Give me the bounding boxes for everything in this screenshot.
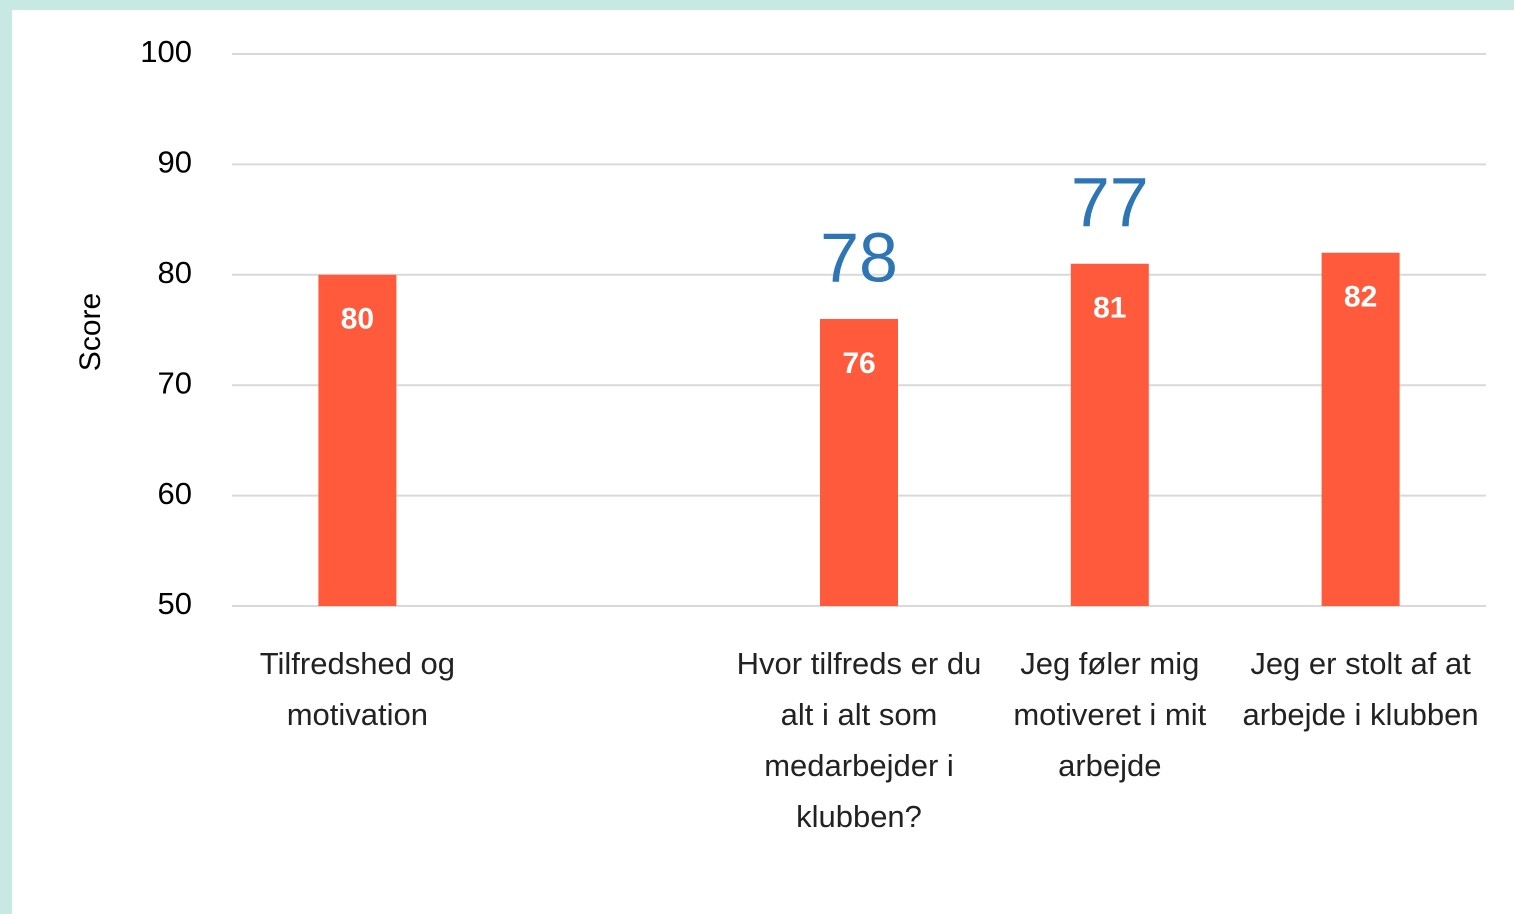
value-label: 81 bbox=[1093, 292, 1126, 325]
value-label: 82 bbox=[1344, 281, 1377, 314]
y-tick-label: 90 bbox=[158, 145, 192, 180]
bar bbox=[820, 318, 898, 606]
x-tick-label: Jeg er stolt af at arbejde i klubben bbox=[1242, 646, 1479, 732]
x-tick-label: Jeg føler mig motiveret i mit arbejde bbox=[1013, 646, 1207, 783]
y-axis-label: Score bbox=[74, 293, 107, 371]
annotation: 77 bbox=[1071, 163, 1149, 241]
value-label: 76 bbox=[842, 347, 875, 380]
y-tick-label: 100 bbox=[140, 34, 192, 69]
y-tick-label: 60 bbox=[158, 476, 192, 511]
bar bbox=[1070, 263, 1149, 606]
y-tick-label: 50 bbox=[158, 586, 192, 621]
value-label: 80 bbox=[341, 303, 374, 336]
chart-frame bbox=[12, 10, 1514, 914]
bar bbox=[318, 274, 397, 606]
x-tick-label: Tilfredshed og motivation bbox=[259, 646, 456, 732]
annotation: 78 bbox=[820, 218, 898, 296]
y-tick-label: 80 bbox=[158, 255, 192, 290]
x-tick-label: Hvor tilfreds er du alt i alt som medarb… bbox=[736, 646, 982, 834]
y-tick-label: 70 bbox=[158, 365, 192, 400]
bar bbox=[1321, 252, 1400, 606]
